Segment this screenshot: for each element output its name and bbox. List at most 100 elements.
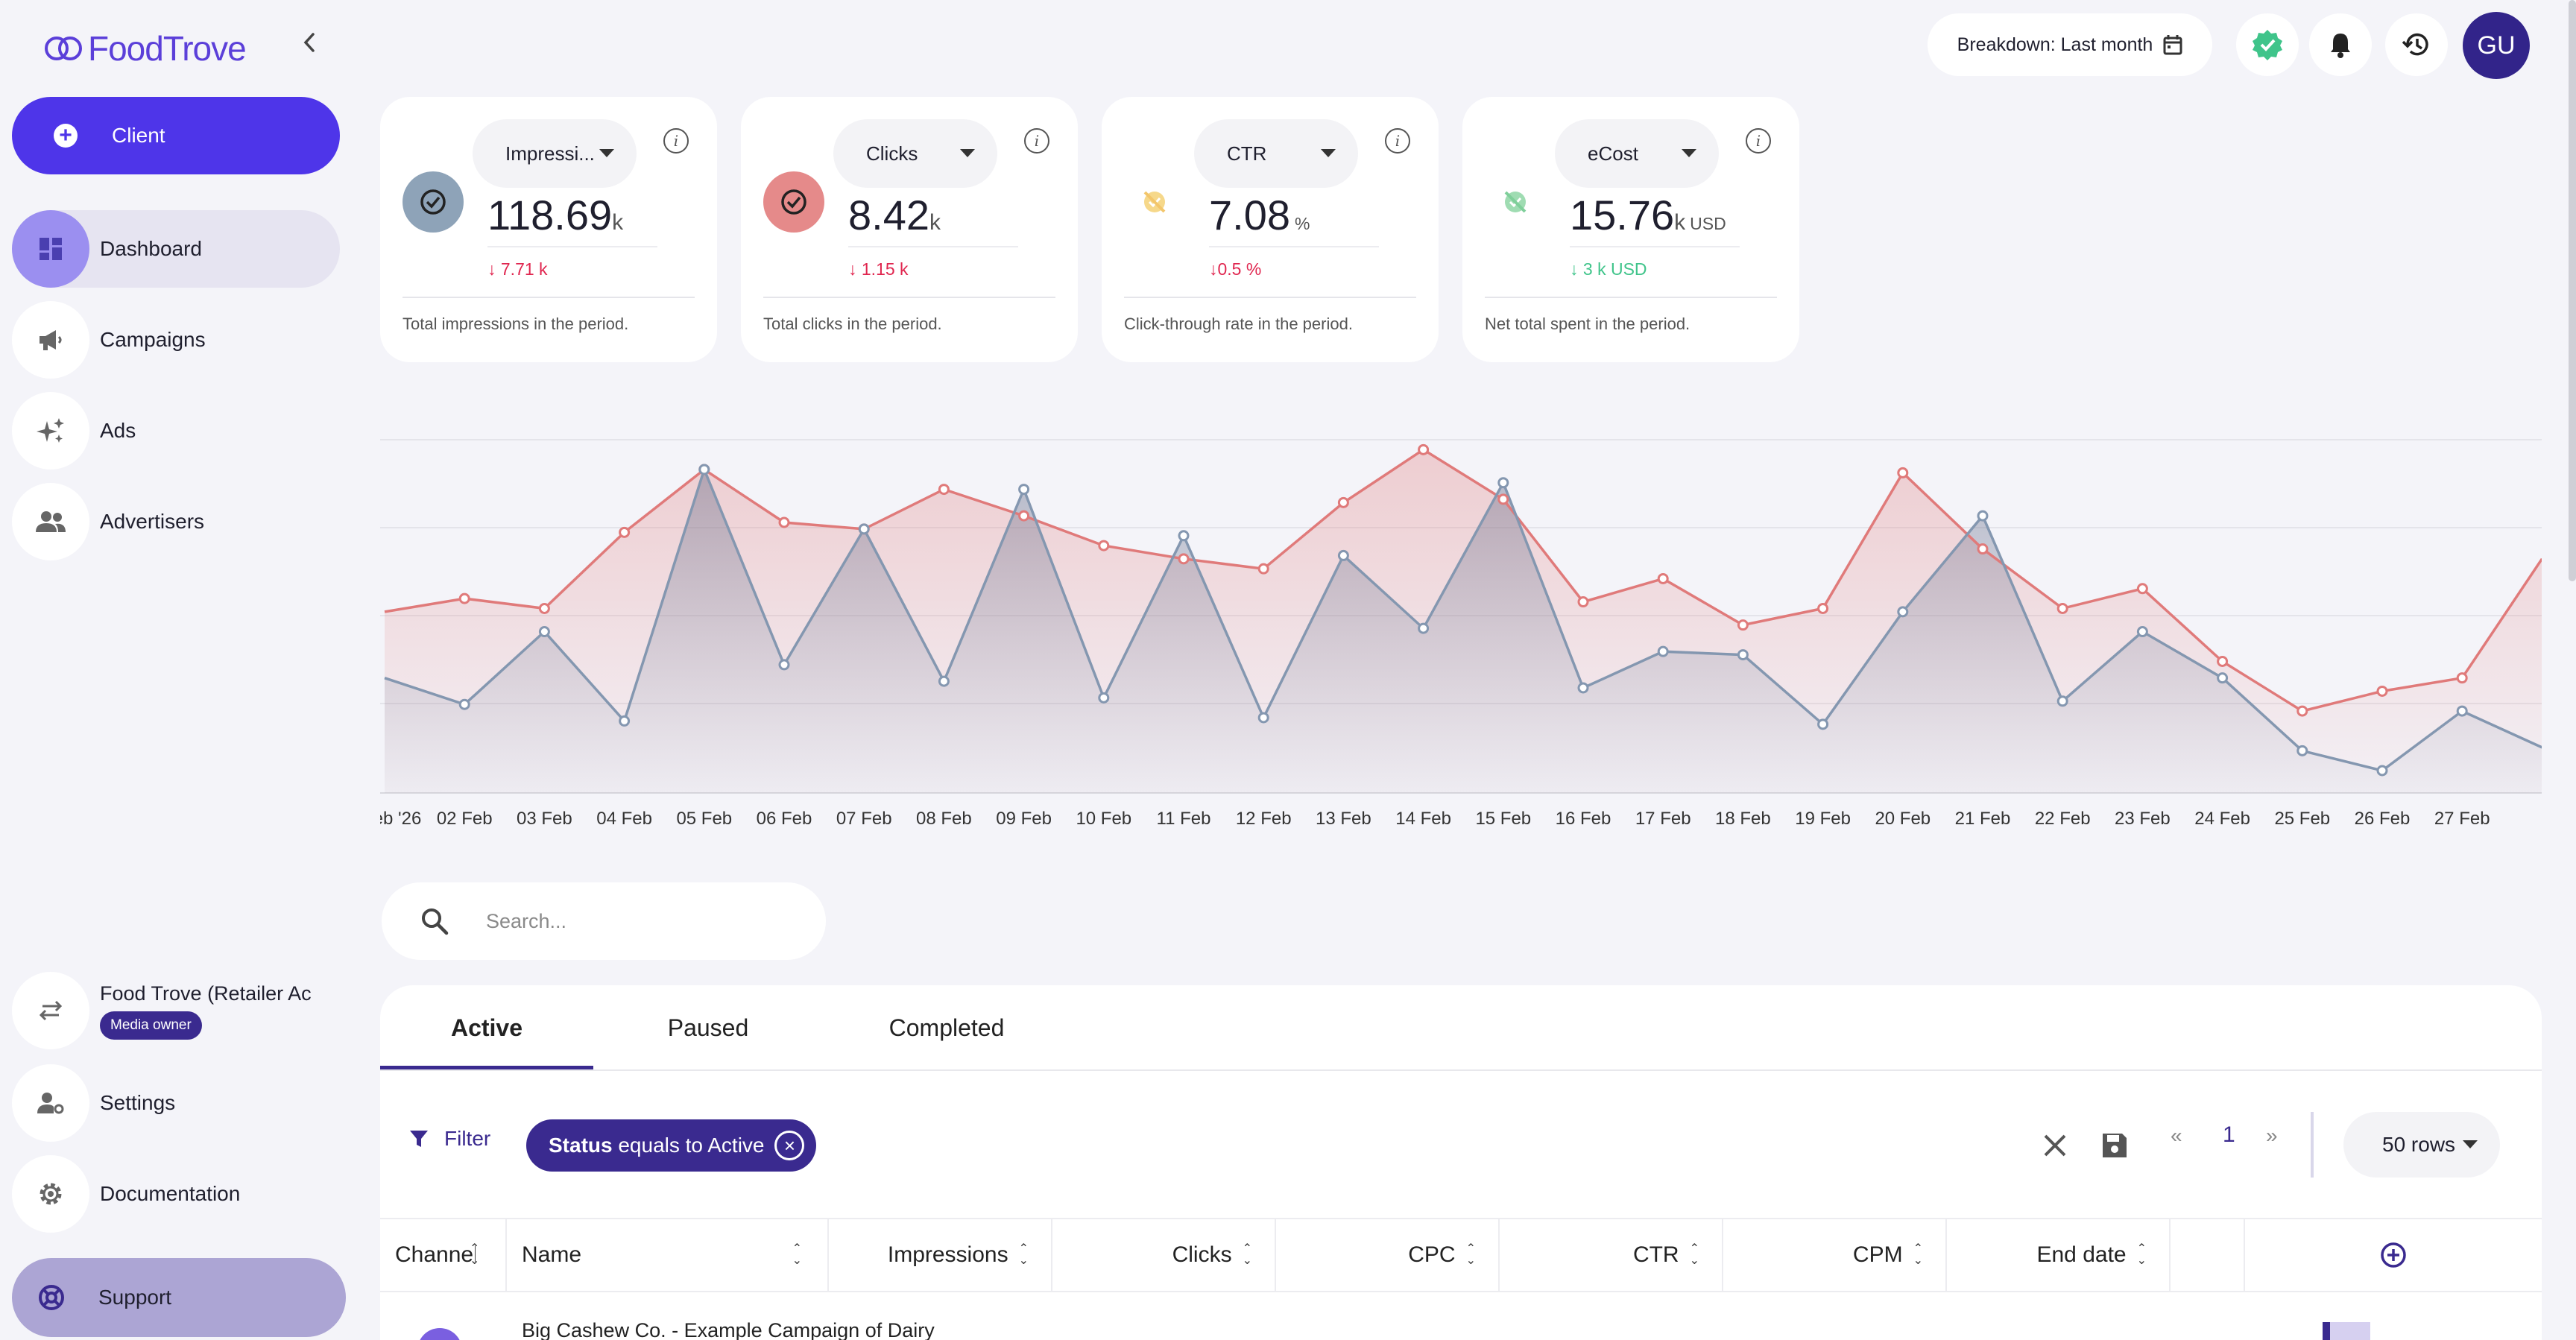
sort-icon[interactable]: ⌃ ⌄	[1242, 1242, 1252, 1267]
chevron-left-icon	[303, 33, 315, 52]
info-icon[interactable]: i	[1385, 128, 1410, 154]
sidebar-item-label: Ads	[100, 419, 136, 442]
remove-filter-icon[interactable]: ×	[774, 1131, 805, 1160]
collapse-sidebar-button[interactable]	[297, 30, 322, 55]
x-tick-label: 02 Feb	[437, 809, 493, 829]
clear-filters-button[interactable]	[2036, 1127, 2074, 1164]
search-input[interactable]	[486, 909, 784, 933]
info-icon[interactable]: i	[1024, 128, 1049, 154]
arrow-down-icon: ↓	[848, 259, 857, 279]
table-row-name[interactable]: Big Cashew Co. - Example Campaign of Dai…	[522, 1319, 935, 1340]
sidebar-item-campaigns[interactable]: Campaigns	[12, 301, 340, 379]
breakdown-selector[interactable]: Breakdown: Last month	[1928, 13, 2212, 76]
lifebuoy-icon	[12, 1258, 91, 1337]
column-impressions[interactable]: Impressions ⌃ ⌄	[829, 1219, 1052, 1291]
gear-icon	[12, 1155, 89, 1233]
kpi-description: Total impressions in the period.	[402, 315, 629, 333]
metric-select[interactable]: CTR	[1194, 119, 1358, 188]
sparkle-icon	[12, 392, 89, 470]
column-end-date[interactable]: End date ⌃ ⌄	[1947, 1219, 2171, 1291]
kpi-delta-value: 7.71 k	[500, 259, 548, 279]
kpi-number: 15.76	[1570, 192, 1675, 238]
x-tick-label: 08 Feb	[916, 809, 972, 829]
series-area-1	[385, 470, 2542, 793]
kpi-card-impressions: Impressi... i 118.69k ↓ 7.71 k Total imp…	[380, 97, 717, 362]
series-line-0	[384, 448, 2542, 712]
sort-icon[interactable]: ⌃ ⌄	[1913, 1242, 1923, 1267]
data-point	[1897, 467, 1909, 478]
kpi-value: 8.42k	[848, 191, 941, 239]
rows-per-page-select[interactable]: 50 rows	[2343, 1112, 2500, 1178]
tab-paused[interactable]: Paused	[667, 1014, 749, 1041]
sidebar-item-ads[interactable]: Ads	[12, 392, 340, 470]
support-button[interactable]: Support	[12, 1258, 346, 1337]
kpi-unit: %	[1295, 214, 1310, 233]
verified-status-button[interactable]	[2236, 13, 2299, 76]
prev-page-button[interactable]: «	[2171, 1124, 2182, 1147]
info-icon[interactable]: i	[663, 128, 689, 154]
filter-label: Filter	[444, 1127, 491, 1150]
column-cpm[interactable]: CPM ⌃ ⌄	[1723, 1219, 1947, 1291]
account-switcher[interactable]: Food Trove (Retailer Ac Media owner	[12, 972, 340, 1049]
data-point	[1098, 692, 1110, 704]
metric-select[interactable]: Clicks	[833, 119, 997, 188]
sort-icon[interactable]: ⌃ ⌄	[470, 1242, 480, 1267]
column-clicks[interactable]: Clicks ⌃ ⌄	[1052, 1219, 1276, 1291]
sidebar-item-advertisers[interactable]: Advertisers	[12, 483, 340, 560]
sidebar-item-settings[interactable]: Settings	[12, 1064, 340, 1142]
sort-icon[interactable]: ⌃ ⌄	[792, 1242, 802, 1267]
column-channel[interactable]: Channel ⌃ ⌄	[380, 1219, 507, 1291]
kpi-currency: USD	[1690, 214, 1726, 233]
status-filter-chip[interactable]: Status equals to Active ×	[526, 1119, 817, 1172]
data-point	[1577, 596, 1589, 608]
sort-icon[interactable]: ⌃ ⌄	[2136, 1242, 2147, 1267]
data-point	[2217, 655, 2229, 667]
kpi-card-ctr: CTR i 7.08% ↓0.5 % Click-through rate in…	[1102, 97, 1439, 362]
kpi-number: 8.42	[848, 192, 929, 238]
page-scrollbar[interactable]	[2569, 0, 2576, 581]
add-column-button[interactable]	[2245, 1219, 2542, 1291]
column-label: Channel	[395, 1242, 476, 1267]
next-page-button[interactable]: »	[2266, 1124, 2278, 1147]
tab-active[interactable]: Active	[450, 1014, 523, 1041]
column-name[interactable]: Name ⌃ ⌄	[507, 1219, 829, 1291]
user-avatar[interactable]: GU	[2463, 12, 2530, 79]
data-point	[858, 523, 870, 535]
app-logo[interactable]: FoodTrove	[45, 28, 247, 69]
data-point	[1337, 549, 1349, 561]
metric-select[interactable]: Impressi...	[473, 119, 637, 188]
kpi-delta-value: 1.15 k	[861, 259, 909, 279]
sort-icon[interactable]: ⌃ ⌄	[1465, 1242, 1476, 1267]
sort-icon[interactable]: ⌃ ⌄	[1689, 1242, 1699, 1267]
kpi-card-clicks: Clicks i 8.42k ↓ 1.15 k Total clicks in …	[741, 97, 1078, 362]
x-tick-label: 04 Feb	[596, 809, 652, 829]
account-name: Food Trove (Retailer Ac	[100, 982, 312, 1005]
kpi-unit: k	[1674, 210, 1686, 235]
data-point	[1737, 619, 1749, 631]
x-tick-label: 10 Feb	[1076, 809, 1131, 829]
column-label: Clicks	[1172, 1242, 1232, 1267]
metric-select[interactable]: eCost	[1555, 119, 1719, 188]
kpi-card-ecost: eCost i 15.76k USD ↓ 3 k USD Net total sp…	[1462, 97, 1799, 362]
history-button[interactable]	[2385, 13, 2448, 76]
column-ctr[interactable]: CTR ⌃ ⌄	[1500, 1219, 1723, 1291]
search-bar[interactable]	[382, 882, 826, 960]
notifications-button[interactable]	[2309, 13, 2372, 76]
campaigns-table-panel: Active Paused Completed Filter Status eq…	[380, 985, 2542, 1340]
column-cpc[interactable]: CPC ⌃ ⌄	[1276, 1219, 1500, 1291]
data-point	[1018, 484, 1030, 496]
info-icon[interactable]: i	[1746, 128, 1771, 154]
client-button[interactable]: + Client	[12, 97, 340, 174]
data-point	[1897, 606, 1909, 618]
data-point	[2136, 583, 2148, 595]
tab-completed[interactable]: Completed	[888, 1014, 1005, 1041]
sidebar-item-dashboard[interactable]: Dashboard	[12, 210, 340, 288]
sidebar-item-documentation[interactable]: Documentation	[12, 1155, 340, 1233]
search-icon	[422, 908, 449, 935]
filter-button[interactable]: Filter	[408, 1127, 490, 1151]
save-view-button[interactable]	[2096, 1127, 2133, 1164]
current-page[interactable]: 1	[2223, 1122, 2235, 1147]
x-tick-label: 09 Feb	[996, 809, 1052, 829]
sort-icon[interactable]: ⌃ ⌄	[1018, 1242, 1029, 1267]
kpi-description: Net total spent in the period.	[1485, 315, 1690, 333]
